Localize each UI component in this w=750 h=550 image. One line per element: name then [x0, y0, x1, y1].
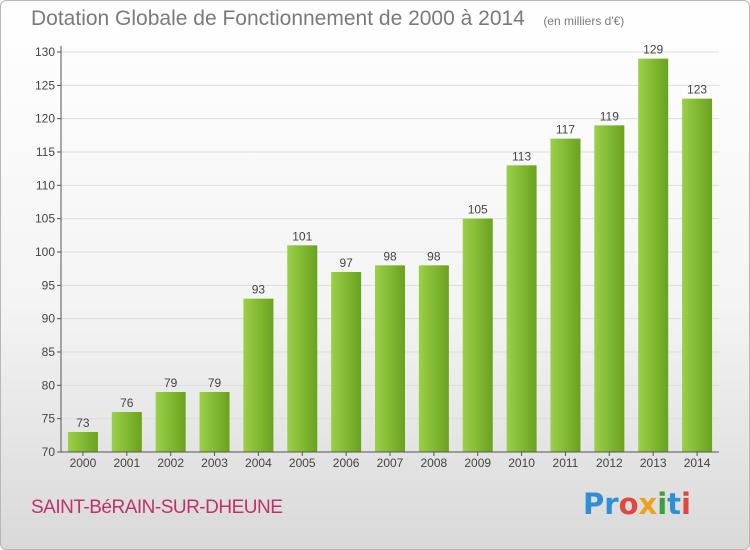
bar-value-label: 123	[687, 83, 707, 97]
logo-part: x	[638, 487, 658, 521]
bar-value-label: 101	[292, 229, 312, 243]
x-tick-label: 2000	[70, 456, 97, 470]
bar-value-label: 119	[600, 109, 619, 123]
x-tick-label: 2012	[596, 456, 623, 470]
bar	[638, 58, 669, 453]
x-tick-label: 2009	[464, 456, 491, 470]
y-tick-label: 120	[35, 112, 55, 126]
x-tick-label: 2014	[684, 456, 711, 470]
bar	[506, 165, 537, 453]
y-tick-label: 130	[35, 45, 55, 59]
bar	[331, 272, 362, 452]
x-tick-label: 2011	[553, 456, 579, 470]
bar	[67, 432, 98, 452]
y-tick-label: 110	[36, 178, 55, 192]
bar-value-label: 76	[120, 396, 134, 410]
x-tick-label: 2013	[640, 456, 667, 470]
bar	[155, 392, 186, 452]
x-tick-label: 2001	[113, 456, 140, 470]
bar	[594, 125, 625, 452]
bar-value-label: 129	[643, 43, 663, 57]
y-tick-label: 80	[42, 378, 56, 392]
bar	[199, 392, 230, 452]
x-tick-label: 2008	[421, 456, 448, 470]
bar-value-label: 117	[556, 123, 575, 137]
logo-part: i	[657, 487, 668, 521]
x-tick-label: 2007	[377, 456, 404, 470]
commune-name: SAINT-BéRAIN-SUR-DHEUNE	[31, 497, 283, 518]
logo-part: i	[681, 487, 691, 521]
logo-part: t	[667, 487, 682, 521]
bar-value-label: 97	[339, 256, 353, 270]
x-tick-label: 2004	[245, 456, 272, 470]
bar-value-label: 79	[164, 376, 178, 390]
x-tick-label: 2003	[201, 456, 228, 470]
bar-value-label: 73	[76, 416, 90, 430]
chart-title: Dotation Globale de Fonctionnement de 20…	[31, 7, 525, 30]
y-tick-label: 85	[42, 345, 56, 359]
bar	[375, 265, 405, 452]
bar-value-label: 98	[383, 249, 397, 263]
x-tick-label: 2002	[157, 456, 184, 470]
y-tick-label: 100	[35, 245, 55, 259]
bar-value-label: 79	[208, 376, 222, 390]
bar	[462, 218, 493, 452]
bar	[111, 412, 142, 452]
y-tick-label: 70	[42, 445, 56, 459]
x-tick-label: 2006	[333, 456, 360, 470]
chart-unit: (en milliers d'€)	[543, 14, 625, 28]
x-tick-label: 2005	[289, 456, 316, 470]
bar-value-label: 113	[512, 149, 531, 163]
y-tick-label: 115	[36, 145, 55, 159]
bar	[287, 245, 318, 452]
bar	[550, 138, 581, 452]
title-row: Dotation Globale de Fonctionnement de 20…	[31, 7, 624, 31]
y-tick-label: 75	[42, 412, 56, 426]
x-tick-label: 2010	[508, 456, 535, 470]
y-tick-label: 105	[35, 212, 55, 226]
y-tick-label: 95	[42, 278, 56, 292]
bar	[418, 265, 449, 452]
bar	[682, 98, 713, 453]
bar	[243, 298, 274, 452]
y-tick-label: 125	[35, 78, 55, 92]
bar-value-label: 93	[252, 283, 266, 297]
bar-value-label: 98	[427, 249, 441, 263]
bar-value-label: 105	[468, 203, 488, 217]
logo-part: Pr	[583, 487, 619, 521]
logo-part: o	[618, 487, 639, 521]
y-tick-label: 90	[42, 312, 56, 326]
proxiti-logo: Proxiti	[583, 487, 691, 521]
